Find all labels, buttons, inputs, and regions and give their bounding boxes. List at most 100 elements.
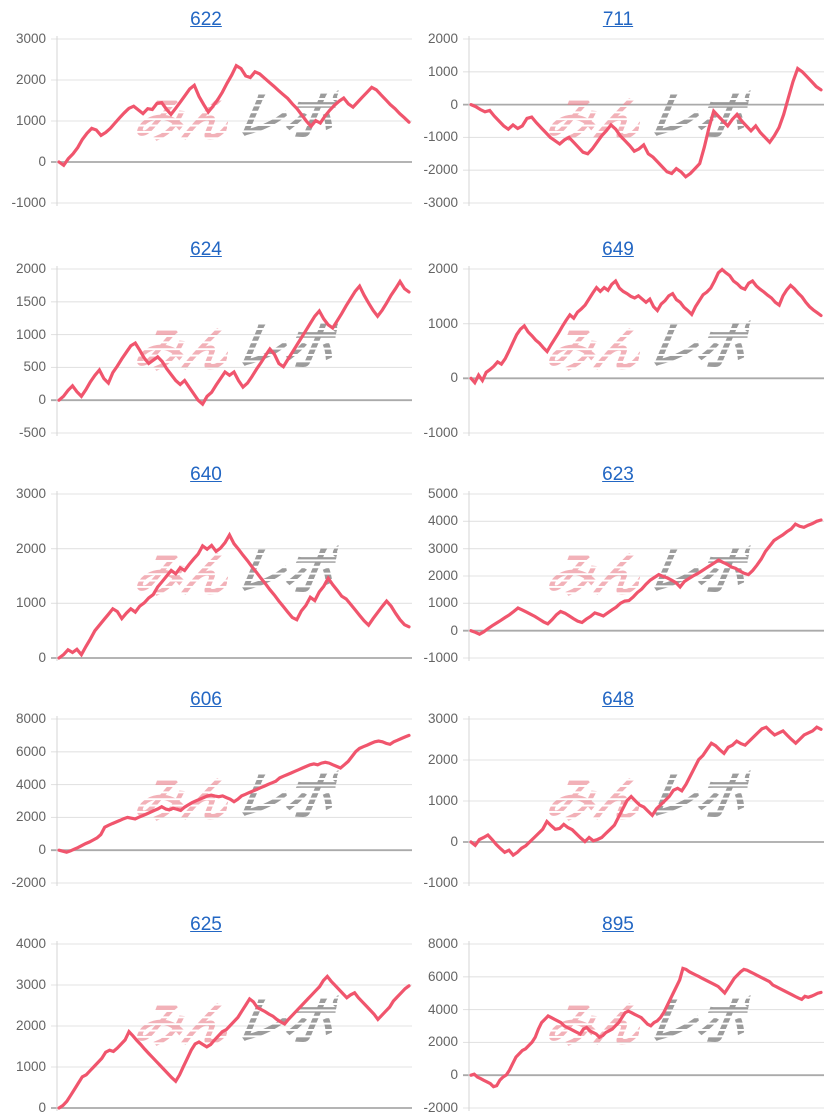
gridlines [51, 716, 412, 886]
gridlines [51, 36, 412, 206]
y-tick-label: 1000 [427, 63, 458, 79]
chart-plot-649: みん レポ 2000 1000 0 -1000 [412, 261, 824, 440]
chart-title: 625 [0, 913, 412, 939]
y-tick-label: 2000 [15, 261, 46, 276]
y-tick-label: -2000 [423, 162, 458, 178]
y-tick-label: 0 [38, 392, 46, 408]
y-tick-label: 2000 [427, 261, 458, 276]
y-tick-label: 0 [38, 842, 46, 858]
chart-title-link-623[interactable]: 623 [602, 464, 634, 485]
chart-title: 895 [412, 913, 824, 939]
y-tick-label: 0 [450, 96, 458, 112]
y-tick-label: 4000 [15, 776, 46, 792]
y-tick-label: 0 [450, 370, 458, 386]
chart-title: 622 [0, 8, 412, 34]
y-tick-label: 5000 [427, 486, 458, 501]
chart-panel-625: 625 みん レポ 4000 3000 2000 1000 0 [0, 905, 412, 1120]
chart-plot-895: みん レポ 8000 6000 4000 2000 0 -2000 [412, 936, 824, 1115]
y-tick-label: -1000 [423, 129, 458, 145]
chart-plot-622: みん レポ 3000 2000 1000 0 -1000 [0, 31, 412, 210]
chart-panel-606: 606 みん レポ 8000 6000 4000 2000 0 -2000 [0, 680, 412, 905]
chart-title-link-711[interactable]: 711 [602, 9, 634, 30]
chart-plot-648: みん レポ 3000 2000 1000 0 -1000 [412, 711, 824, 890]
y-tick-label: 1500 [15, 293, 46, 309]
y-tick-label: -3000 [423, 195, 458, 210]
chart-panel-623: 623 みん レポ 5000 4000 3000 2000 1000 0 -1000 [412, 455, 824, 680]
chart-title: 711 [412, 8, 824, 34]
y-tick-label: 3000 [427, 711, 458, 726]
y-tick-label: 2000 [427, 1034, 458, 1050]
series-line [57, 973, 411, 1110]
y-tick-label: 3000 [427, 540, 458, 556]
y-tick-label: 0 [450, 1067, 458, 1083]
y-tick-label: -500 [18, 425, 46, 440]
y-tick-label: -1000 [423, 875, 458, 890]
gridlines [51, 266, 412, 436]
y-tick-label: 4000 [15, 936, 46, 951]
chart-title: 623 [412, 463, 824, 489]
chart-title: 606 [0, 688, 412, 714]
y-tick-label: 6000 [15, 743, 46, 759]
chart-title-link-622[interactable]: 622 [190, 9, 222, 30]
gridlines [463, 491, 824, 661]
series-line [469, 966, 823, 1089]
y-tick-label: 1000 [15, 1059, 46, 1074]
series-line [57, 531, 411, 660]
chart-title-link-895[interactable]: 895 [602, 914, 634, 935]
y-tick-label: 6000 [427, 968, 458, 984]
y-tick-label: 1000 [427, 793, 458, 808]
chart-title-link-624[interactable]: 624 [190, 239, 222, 260]
chart-panel-622: 622 みん レポ 3000 2000 1000 0 -1000 [0, 0, 412, 230]
y-tick-label: -1000 [423, 650, 458, 665]
y-tick-label: 1000 [15, 326, 46, 342]
y-tick-label: 1000 [15, 595, 46, 611]
chart-plot-640: みん レポ 3000 2000 1000 0 [0, 486, 412, 665]
y-tick-label: -1000 [423, 425, 458, 440]
y-tick-label: 2000 [427, 568, 458, 583]
series-line [469, 725, 823, 858]
chart-panel-895: 895 みん レポ 8000 6000 4000 2000 0 -2000 [412, 905, 824, 1120]
chart-title: 648 [412, 688, 824, 714]
y-tick-label: 4000 [427, 1001, 458, 1017]
chart-title-link-640[interactable]: 640 [190, 464, 222, 485]
chart-panel-624: 624 みん レポ 2000 1500 1000 500 0 -500 [0, 230, 412, 455]
series-line [469, 65, 823, 179]
y-tick-label: 2000 [15, 809, 46, 825]
chart-plot-606: みん レポ 8000 6000 4000 2000 0 -2000 [0, 711, 412, 890]
y-tick-label: 1000 [427, 595, 458, 611]
gridlines [463, 36, 824, 206]
y-tick-label: 4000 [427, 513, 458, 529]
series-line [57, 278, 411, 407]
y-tick-label: 0 [38, 154, 46, 169]
y-tick-label: 3000 [15, 31, 46, 46]
y-tick-label: 0 [38, 650, 46, 665]
y-tick-label: 0 [38, 1100, 46, 1115]
chart-title-link-649[interactable]: 649 [602, 239, 634, 260]
chart-title-link-648[interactable]: 648 [602, 689, 634, 710]
chart-panel-649: 649 みん レポ 2000 1000 0 -1000 [412, 230, 824, 455]
y-tick-label: -2000 [11, 875, 46, 890]
y-tick-label: 3000 [15, 977, 46, 992]
chart-panel-640: 640 みん レポ 3000 2000 1000 0 [0, 455, 412, 680]
y-tick-label: 2000 [15, 1018, 46, 1033]
y-tick-label: -2000 [423, 1100, 458, 1115]
y-tick-label: 8000 [15, 711, 46, 726]
y-tick-label: 8000 [427, 936, 458, 951]
chart-title-link-625[interactable]: 625 [190, 914, 222, 935]
series-line [57, 733, 411, 854]
gridlines [463, 941, 824, 1111]
chart-title-link-606[interactable]: 606 [190, 689, 222, 710]
gridlines [463, 716, 824, 886]
y-tick-label: 2000 [427, 752, 458, 767]
chart-plot-624: みん レポ 2000 1500 1000 500 0 -500 [0, 261, 412, 440]
chart-plot-711: みん レポ 2000 1000 0 -1000 -2000 -3000 [412, 31, 824, 210]
y-tick-label: -1000 [11, 195, 46, 210]
y-tick-label: 2000 [15, 72, 46, 87]
chart-title: 640 [0, 463, 412, 489]
y-tick-label: 2000 [15, 540, 46, 556]
series-line [469, 518, 823, 636]
series-line [469, 267, 823, 386]
y-tick-label: 1000 [427, 315, 458, 331]
chart-panel-648: 648 みん レポ 3000 2000 1000 0 -1000 [412, 680, 824, 905]
